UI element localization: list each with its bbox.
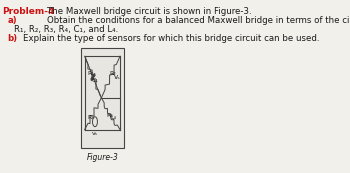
Text: a): a)	[8, 16, 17, 25]
Text: Explain the type of sensors for which this bridge circuit can be used.: Explain the type of sensors for which th…	[23, 34, 319, 43]
Text: vₛ: vₛ	[114, 74, 121, 80]
Text: R₃: R₃	[87, 115, 94, 120]
Text: R₄: R₄	[107, 113, 113, 118]
Text: The Maxwell bridge circuit is shown in Figure-3.: The Maxwell bridge circuit is shown in F…	[47, 7, 252, 16]
Text: C₁: C₁	[92, 78, 99, 83]
Text: Figure-3: Figure-3	[86, 153, 118, 162]
Text: R₁: R₁	[87, 71, 94, 76]
Text: vₛ: vₛ	[92, 131, 98, 136]
Text: R₁, R₂, R₃, R₄, C₁, and L₄.: R₁, R₂, R₃, R₄, C₁, and L₄.	[14, 25, 118, 34]
Text: Problem-4: Problem-4	[2, 7, 55, 16]
Text: R₂: R₂	[110, 71, 117, 76]
Text: b): b)	[8, 34, 18, 43]
Text: Obtain the conditions for a balanced Maxwell bridge in terms of the circuit para: Obtain the conditions for a balanced Max…	[47, 16, 350, 25]
Bar	[81, 48, 124, 148]
Text: L₄: L₄	[110, 115, 116, 120]
